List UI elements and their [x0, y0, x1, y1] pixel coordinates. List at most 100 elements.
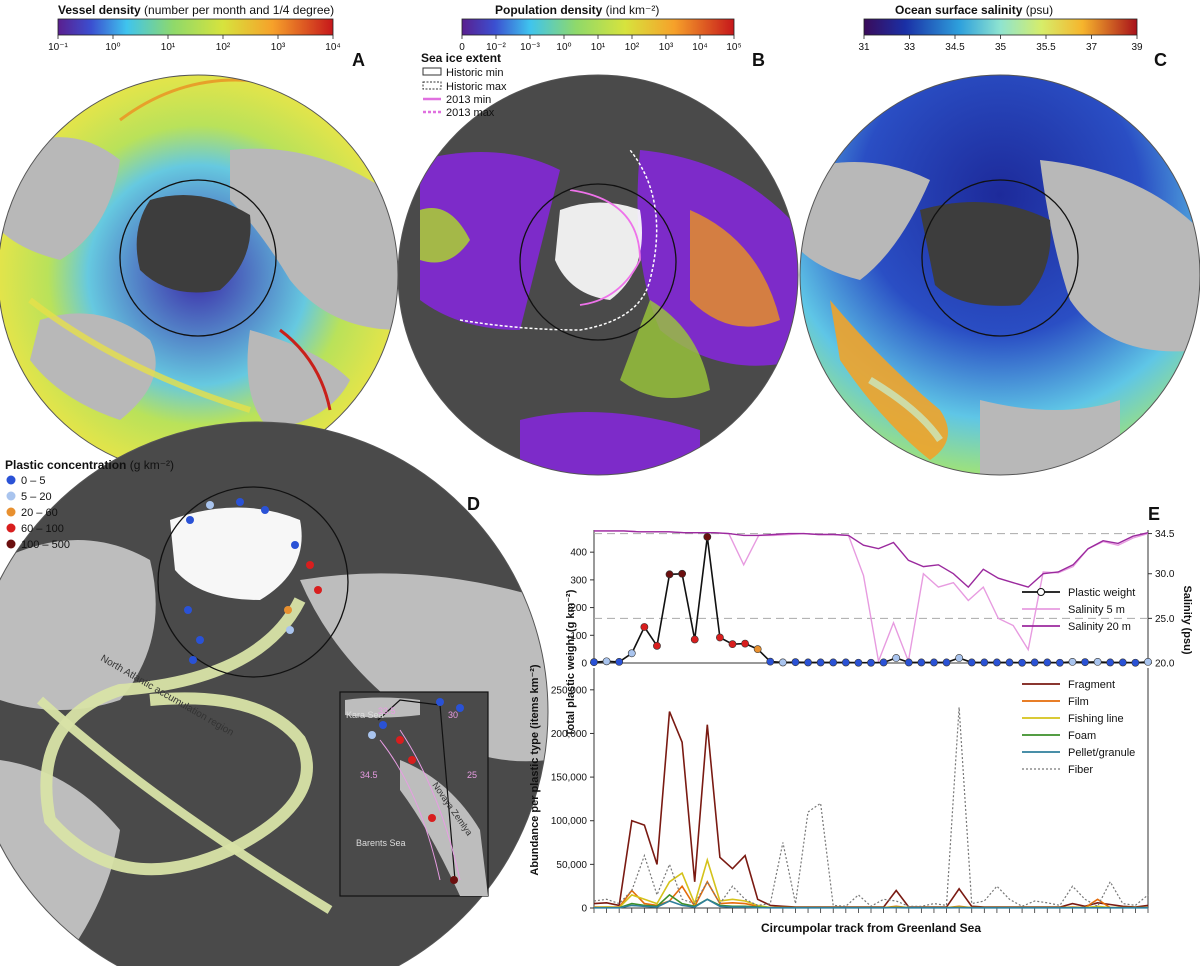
colorbar-b-tick-label: 10⁻² [486, 42, 506, 53]
colorbar-a-tick-label: 10⁻¹ [48, 42, 68, 53]
sea-ice-legend-title: Sea ice extent [421, 51, 501, 65]
chart-e-top-ytick-label: 100 [570, 631, 587, 642]
plastic-weight-point [917, 658, 926, 667]
plastic-weight-point [942, 658, 951, 667]
plastic-weight-point [1093, 657, 1102, 666]
colorbar-a-tick-label: 10² [216, 42, 231, 53]
colorbar-c-tick-label: 33 [904, 42, 916, 53]
chart-e-top-ylabel: Total plastic weight (g km⁻²) [565, 589, 577, 736]
chart-e-bottom-ytick-label: 100,000 [551, 816, 588, 827]
arctic-circle-d [157, 486, 349, 678]
chart-e-xlabel: Circumpolar track from Greenland Sea [761, 921, 981, 935]
accumulation-flow [40, 597, 313, 876]
colorbar-b-title: Population density (ind km⁻²) [495, 3, 659, 17]
series-line-pellet-granule [594, 898, 1148, 909]
plastic-weight-point [867, 658, 875, 667]
plastic-weight-point [690, 635, 699, 644]
inset-contour-25: 25 [467, 770, 477, 780]
chart-e-bottom-ytick-label: 250,000 [551, 685, 588, 696]
plastic-weight-point [904, 658, 913, 667]
plastic-weight-point [1068, 657, 1077, 666]
chart-e-bottom-ytick-label: 0 [581, 904, 587, 915]
colorbar-c-title: Ocean surface salinity (psu) [895, 3, 1053, 17]
chart-e-top-y2tick-label: 20.0 [1155, 659, 1175, 670]
arctic-circle-b [519, 183, 677, 341]
plastic-weight-point [753, 645, 762, 654]
plastic-legend-swatch [6, 507, 16, 517]
plastic-legend-label: 5 – 20 [21, 491, 52, 503]
ice-legend-historic-min: Historic min [446, 67, 503, 79]
arctic-circle-a [119, 179, 277, 337]
ice-legend-historic-max: Historic max [446, 81, 507, 93]
plastic-legend-title: Plastic concentration (g km⁻²) [5, 458, 174, 472]
colorbar-b-tick-label: 10¹ [591, 42, 606, 53]
colorbar-b-tick-label: 10⁵ [726, 42, 741, 53]
colorbar-b-title-rest: (ind km⁻²) [602, 3, 659, 17]
chart-e-top-y2tick-label: 30.0 [1155, 569, 1175, 580]
inset-contour-33-5: 33.5 [378, 706, 396, 716]
plastic-legend-swatch [6, 523, 16, 533]
arctic-circle-c [921, 179, 1079, 337]
colorbar-a-ticks: 10⁻¹ 10⁰ 10¹ 10² 10³ 10⁴ [48, 35, 341, 53]
plastic-weight-point [841, 658, 850, 667]
plastic-weight-point [804, 658, 812, 667]
plastic-weight-point [728, 640, 737, 649]
colorbar-b-tick-label: 10⁴ [692, 42, 707, 53]
colorbar-a [57, 18, 334, 36]
plastic-weight-point [1106, 658, 1115, 667]
chart-e-bottom-ylabel: Abundance per plastic type (items km⁻²) [529, 664, 541, 876]
colorbar-a-tick-label: 10³ [271, 42, 286, 53]
legend-label: Salinity 5 m [1068, 604, 1125, 616]
chart-e-top-y2tick-label: 25.0 [1155, 614, 1175, 625]
plastic-legend-label: 60 – 100 [21, 523, 64, 535]
inset-barents-sea: Barents Sea [356, 838, 406, 848]
inset-kara-sea: Kara Sea [346, 710, 384, 720]
plastic-weight-point [980, 658, 989, 667]
plastic-weight-point [678, 569, 687, 578]
panel-letter-c: C [1154, 50, 1167, 70]
plastic-weight-point [854, 658, 863, 667]
plastic-legend-label: 0 – 5 [21, 475, 45, 487]
legend-label: Pellet/granule [1068, 747, 1135, 759]
colorbar-b-ticks: 0 10⁻² 10⁻³ 10⁰ 10¹ 10² 10³ 10⁴ 10⁵ [459, 35, 742, 53]
colorbar-a-title: Vessel density (number per month and 1/4… [58, 3, 334, 17]
plastic-weight-point [791, 658, 800, 667]
ice-legend-2013-min: 2013 min [446, 94, 491, 106]
plastic-weight-point [816, 658, 825, 667]
series-line-fiber [593, 707, 1149, 908]
panel-b: Population density (ind km⁻²) 0 10⁻² 10⁻³ 1… [397, 3, 799, 476]
plastic-weight-point [602, 657, 611, 666]
plastic-legend-label: 20 – 60 [21, 507, 58, 519]
plastic-weight-point [955, 654, 964, 662]
plastic-weight-point [829, 658, 838, 667]
ice-max-line [459, 149, 658, 331]
panel-d: North Atlantic accumulation region Plast… [0, 421, 549, 966]
plastic-weight-point [1043, 658, 1052, 667]
colorbar-b-tick-label: 10⁻³ [520, 42, 540, 53]
plastic-legend: Plastic concentration (g km⁻²) 0 – 5 5 – … [5, 458, 174, 551]
chart-e-bottom: 0 50,000 100,000 150,000 200,000 250,000 Fragm… [551, 668, 1149, 915]
series-line-plastic-weight [593, 536, 1149, 664]
colorbar-b-tick-label: 10⁰ [556, 42, 571, 53]
colorbar-c [863, 18, 1138, 36]
colorbar-c-tick-label: 35.5 [1036, 42, 1056, 53]
chart-e-top-ytick-label: 0 [581, 659, 587, 670]
plastic-weight-point [1055, 658, 1064, 667]
legend-label: Fishing line [1068, 713, 1124, 725]
plastic-weight-point [615, 657, 624, 666]
plastic-weight-point [766, 657, 775, 666]
plastic-legend-label: 100 – 500 [21, 539, 70, 551]
colorbar-a-tick-label: 10⁴ [325, 42, 340, 53]
globe-c-land [800, 160, 1200, 475]
plastic-weight-point [993, 658, 1001, 667]
colorbar-c-tick-label: 39 [1131, 42, 1143, 53]
plastic-weight-point [1005, 658, 1014, 667]
chart-e-top-y2label: Salinity (psu) [1181, 585, 1193, 654]
plastic-legend-title-bold: Plastic concentration [5, 458, 126, 472]
colorbar-a-tick-label: 10¹ [161, 42, 176, 53]
legend-marker [1037, 588, 1045, 596]
panel-letter-e: E [1148, 504, 1160, 524]
plastic-weight-point [1081, 658, 1089, 667]
legend-label: Fiber [1068, 764, 1093, 776]
colorbar-b-title-bold: Population density [495, 3, 603, 17]
